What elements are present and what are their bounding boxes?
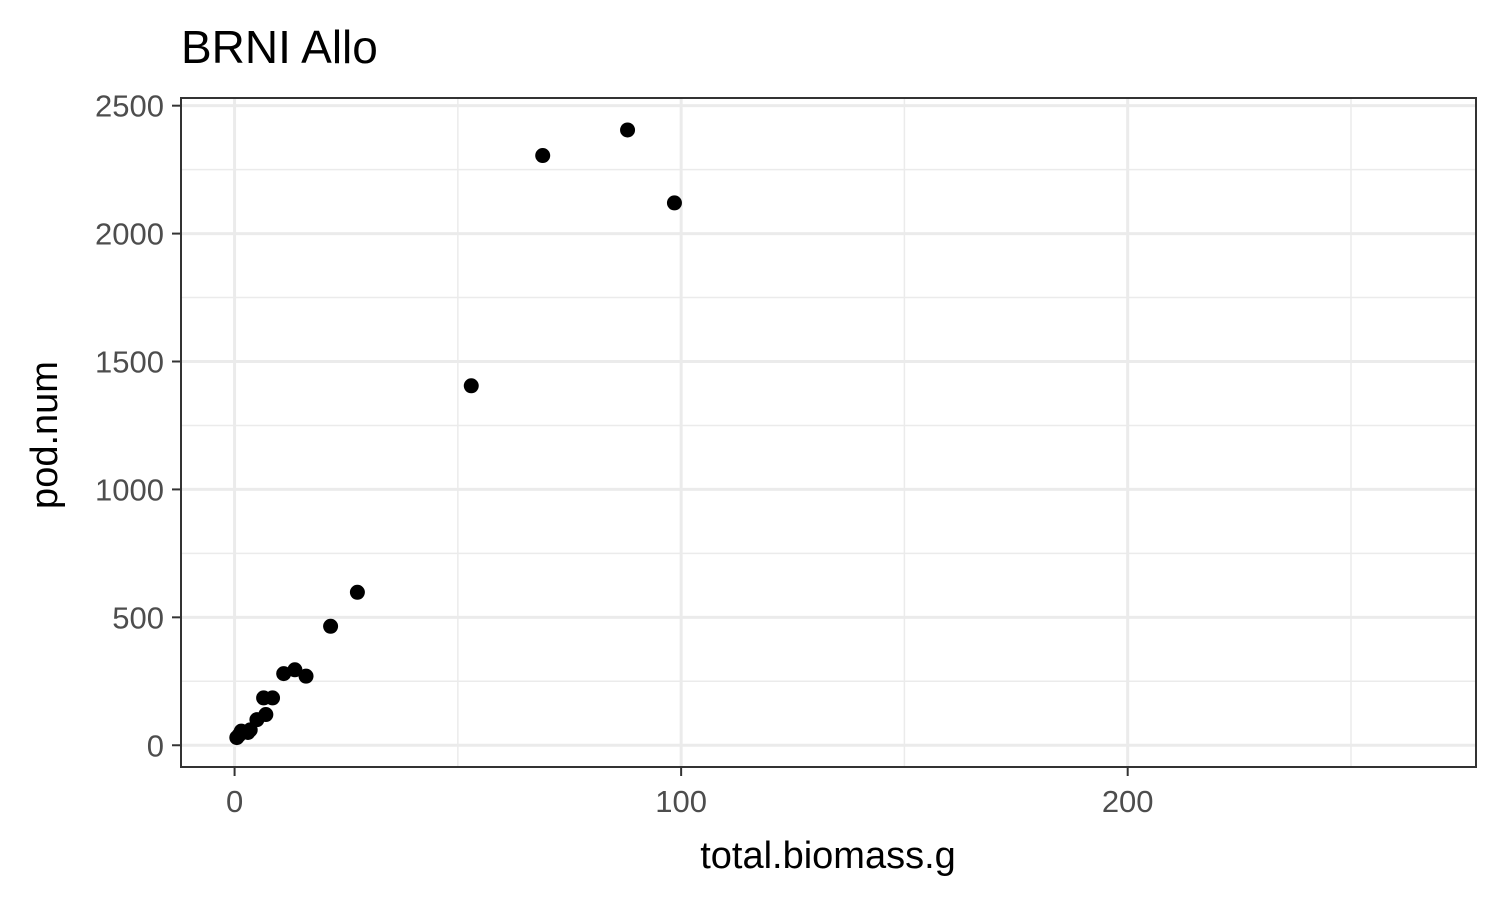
y-tick-label: 2000 (95, 217, 164, 252)
chart-title: BRNI Allo (181, 21, 378, 73)
y-tick-label: 1000 (95, 472, 164, 507)
data-point (258, 707, 274, 723)
data-point (666, 195, 682, 211)
plot-panel-border (180, 97, 1477, 768)
data-point (349, 584, 365, 600)
data-point (535, 148, 551, 164)
x-axis-title: total.biomass.g (700, 835, 956, 877)
x-tick-label: 200 (1102, 784, 1154, 819)
data-point (620, 122, 636, 138)
y-tick-label: 0 (147, 728, 164, 763)
y-axis-title: pod.num (24, 361, 66, 509)
grid-lines (181, 98, 1476, 767)
y-tick-label: 2500 (95, 89, 164, 124)
x-tick-label: 0 (226, 784, 243, 819)
x-tick-label: 100 (655, 784, 707, 819)
data-point (463, 378, 479, 394)
y-tick-label: 500 (112, 600, 164, 635)
data-point (298, 668, 314, 684)
data-points (229, 122, 682, 746)
data-point (287, 662, 303, 678)
y-tick-label: 1500 (95, 345, 164, 380)
data-point (265, 690, 281, 706)
data-point (323, 618, 339, 634)
